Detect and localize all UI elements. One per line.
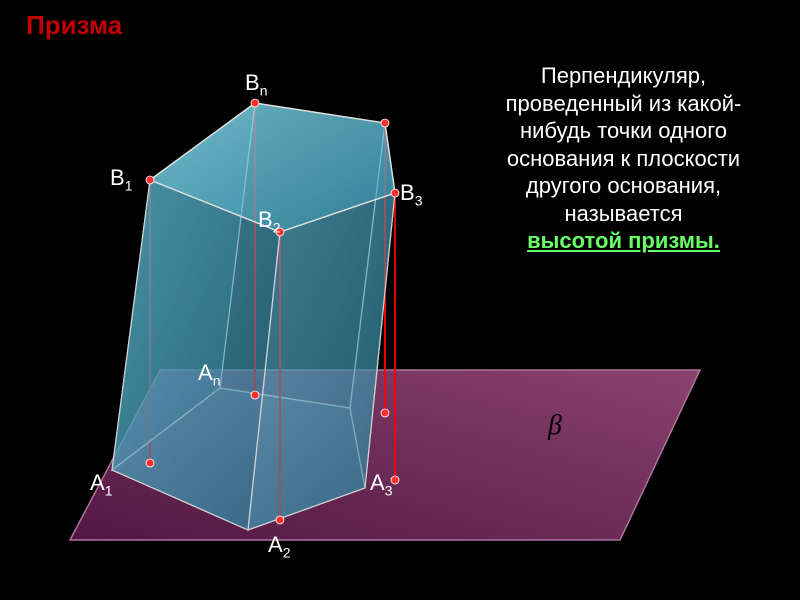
definition-line: называется [481, 200, 766, 228]
vertex-label: A2 [268, 532, 290, 560]
definition-line: другого основания, [481, 172, 766, 200]
vertex-label: A3 [370, 470, 392, 498]
vertex-label: An [198, 360, 220, 388]
definition-text: Перпендикуляр,проведенный из какой-нибуд… [481, 62, 766, 255]
plane-symbol-beta: β [548, 410, 562, 442]
slide-title: Призма [26, 10, 122, 41]
vertex-label: Bn [245, 70, 267, 98]
definition-line: основания к плоскости [481, 145, 766, 173]
definition-line: нибудь точки одного [481, 117, 766, 145]
definition-line: высотой призмы. [481, 227, 766, 255]
title-text: Призма [26, 10, 122, 40]
vertex-label: B2 [258, 207, 280, 235]
vertex-label: B3 [400, 180, 422, 208]
definition-line: проведенный из какой- [481, 90, 766, 118]
definition-line: Перпендикуляр, [481, 62, 766, 90]
vertex-label: A1 [90, 470, 112, 498]
vertex-label: B1 [110, 165, 132, 193]
